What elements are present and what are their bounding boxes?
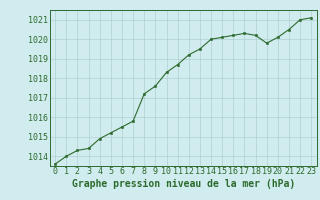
X-axis label: Graphe pression niveau de la mer (hPa): Graphe pression niveau de la mer (hPa) bbox=[72, 179, 295, 189]
